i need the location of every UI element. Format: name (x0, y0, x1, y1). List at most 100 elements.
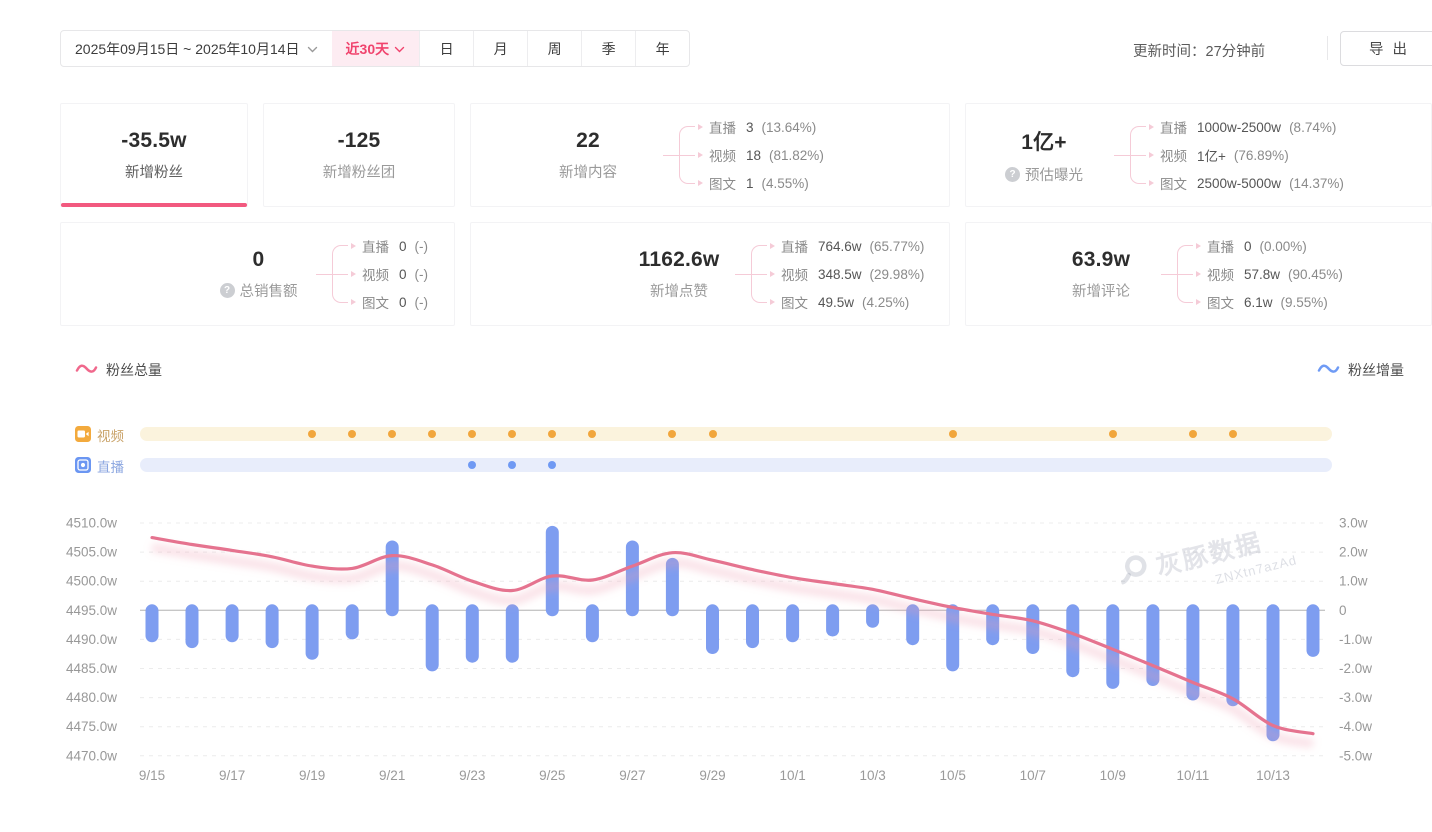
x-axis-tick: 9/29 (699, 768, 725, 783)
new-content-breakdown: 直播 3 (13.64%) 视频 18 (81.82%) 图文 1 (4.55%) (663, 113, 824, 197)
x-axis-tick: 10/1 (779, 768, 805, 783)
tab-month[interactable]: 月 (473, 31, 527, 66)
breakdown-connector (316, 245, 348, 303)
video-marker-dot (548, 430, 557, 438)
update-time: 更新时间：27分钟前 (1133, 44, 1266, 60)
video-marker-dot (1108, 430, 1117, 438)
breakdown-connector (1161, 245, 1193, 303)
breakdown-row-image-text: 图文 49.5w (4.25%) (769, 288, 924, 316)
live-track (140, 458, 1332, 472)
wave-icon-blue (1317, 362, 1340, 378)
video-marker-dot (428, 430, 437, 438)
help-icon[interactable]: ? (219, 282, 235, 298)
x-axis-tick: 9/23 (459, 768, 485, 783)
video-marker-dot (588, 430, 597, 438)
left-axis-tick: 4480.0w (66, 690, 117, 705)
date-range-control: 2025年09月15日 ~ 2025年10月14日 近30天 日 月 周 季 年 (60, 30, 691, 67)
video-marker-dot (308, 430, 317, 438)
breakdown-row-image-text: 图文 1 (4.55%) (698, 169, 824, 197)
fan-increment-bar (385, 540, 399, 617)
x-axis-tick: 9/27 (619, 768, 645, 783)
left-axis-tick: 4495.0w (66, 603, 117, 618)
breakdown-row-live: 直播 0 (-) (350, 232, 428, 260)
new-fan-club-label: 新增粉丝团 (322, 164, 396, 181)
total-sales-value: 0 (252, 247, 265, 271)
x-axis-tick: 9/15 (139, 768, 165, 783)
live-icon (75, 456, 91, 476)
video-marker-dot (388, 430, 397, 438)
left-axis-tick: 4500.0w (66, 574, 117, 589)
live-marker-dot (468, 461, 477, 469)
right-axis-tick: -1.0w (1339, 632, 1372, 647)
fan-increment-bar (185, 604, 199, 649)
stat-card-total-sales[interactable]: 0 ? 总销售额 直播 0 (-) 视频 0 (-) 图文 0 (-) (60, 222, 455, 326)
video-marker-dot (1188, 430, 1197, 438)
right-axis-tick: 1.0w (1339, 574, 1368, 589)
x-axis-tick: 9/25 (539, 768, 565, 783)
x-axis-tick: 10/7 (1020, 768, 1046, 783)
live-timeline-row: 直播 (0, 456, 1432, 476)
live-marker-dot (508, 461, 517, 469)
tab-week[interactable]: 周 (527, 31, 581, 66)
fan-increment-bar (786, 604, 800, 643)
fan-increment-bar (906, 604, 920, 646)
new-fans-label: 新增粉丝 (125, 164, 183, 181)
legend-fans-increment-label: 粉丝增量 (1348, 362, 1404, 378)
video-timeline-row: 视频 (0, 425, 1432, 444)
quick-range-30d-button[interactable]: 近30天 (331, 31, 420, 66)
video-marker-dot (508, 430, 517, 438)
x-axis-tick: 9/21 (379, 768, 405, 783)
estimated-exposure-label: 预估曝光 (1025, 167, 1083, 184)
right-axis-tick: 3.0w (1339, 516, 1368, 531)
x-axis-tick: 10/11 (1177, 768, 1210, 783)
fan-increment-bar (746, 604, 759, 649)
right-axis-tick: 2.0w (1339, 545, 1368, 560)
stat-card-new-fans[interactable]: -35.5w 新增粉丝 (60, 103, 248, 207)
breakdown-connector (735, 245, 767, 303)
fan-increment-bar (1306, 604, 1320, 657)
fan-increment-bar (1106, 604, 1120, 689)
breakdown-connector (1114, 126, 1146, 184)
fan-increment-bar (345, 604, 359, 640)
total-sales-label: 总销售额 (239, 283, 298, 300)
video-marker-dot (1228, 430, 1237, 438)
stat-card-new-likes[interactable]: 1162.6w 新增点赞 直播 764.6w (65.77%) 视频 348.5w (2… (470, 222, 950, 326)
breakdown-row-live: 直播 1000w-2500w (8.74%) (1149, 113, 1344, 141)
stat-card-new-content[interactable]: 22 新增内容 直播 3 (13.64%) 视频 18 (81.82%) 图文 1 (4.5… (470, 103, 950, 207)
fans-trend-chart: 4510.0w 3.0w 4505.0w 2.0w 4500.0w 1.0w 4495.0w… (60, 508, 1432, 808)
breakdown-row-live: 直播 3 (13.64%) (698, 113, 824, 141)
new-likes-value: 1162.6w (638, 247, 720, 271)
fan-increment-bar (866, 604, 880, 628)
stat-card-estimated-exposure[interactable]: 1亿+ ? 预估曝光 直播 1000w-2500w (8.74%) 视频 1亿+ (76.… (965, 103, 1432, 207)
tab-day[interactable]: 日 (419, 31, 473, 66)
video-track-label: 视频 (97, 429, 124, 444)
stat-card-new-comments[interactable]: 63.9w 新增评论 直播 0 (0.00%) 视频 57.8w (90.45%) 图文… (965, 222, 1432, 326)
breakdown-row-video: 视频 18 (81.82%) (698, 141, 824, 169)
right-axis-tick: -3.0w (1339, 690, 1372, 705)
breakdown-row-video: 视频 348.5w (29.98%) (769, 260, 924, 288)
breakdown-row-image-text: 图文 6.1w (9.55%) (1196, 288, 1343, 316)
breakdown-row-image-text: 图文 2500w-5000w (14.37%) (1149, 169, 1344, 197)
live-marker-dot (548, 461, 557, 469)
legend-fans-increment[interactable]: 粉丝增量 (1317, 360, 1404, 380)
estimated-exposure-value: 1亿+ (1021, 130, 1067, 154)
tab-quarter[interactable]: 季 (581, 31, 635, 66)
new-likes-breakdown: 直播 764.6w (65.77%) 视频 348.5w (29.98%) 图文 49.5… (735, 232, 924, 316)
stat-card-new-fan-club[interactable]: -125 新增粉丝团 (263, 103, 455, 207)
fan-increment-bar (1226, 604, 1240, 707)
export-button[interactable]: 导出 (1340, 31, 1432, 66)
new-comments-breakdown: 直播 0 (0.00%) 视频 57.8w (90.45%) 图文 6.1w (9.55%) (1161, 232, 1343, 316)
legend-fans-total[interactable]: 粉丝总量 (75, 360, 162, 380)
tab-year[interactable]: 年 (635, 31, 689, 66)
breakdown-connector (663, 126, 695, 184)
date-range-picker[interactable]: 2025年09月15日 ~ 2025年10月14日 (61, 31, 332, 66)
help-icon[interactable]: ? (1005, 166, 1020, 182)
fan-increment-bar (225, 604, 239, 643)
new-comments-label: 新增评论 (1072, 283, 1130, 300)
divider (1327, 36, 1328, 60)
fan-increment-bar (145, 604, 159, 643)
fan-increment-bar (706, 604, 719, 654)
x-axis-tick: 9/19 (299, 768, 325, 783)
breakdown-row-video: 视频 0 (-) (350, 260, 428, 288)
